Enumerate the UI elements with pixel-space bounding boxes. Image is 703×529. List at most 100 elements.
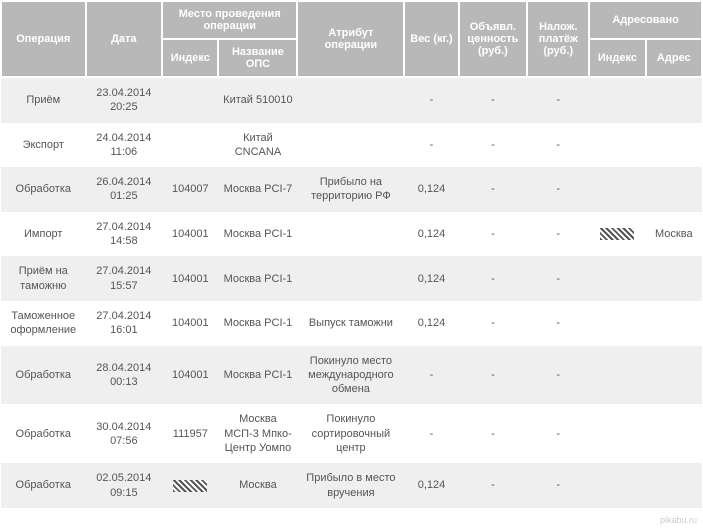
th-place-name: Название ОПС: [218, 39, 297, 77]
table-row: Импорт27.04.2014 14:58104001Москва PCI-1…: [1, 212, 702, 257]
cell-aidx: [589, 77, 645, 123]
cell-idx: 111957: [162, 404, 218, 463]
cell-aidx: [589, 167, 645, 212]
cell-attr: [297, 256, 404, 301]
cell-aidx: [589, 301, 645, 346]
cell-val: -: [459, 463, 528, 508]
cell-aaddr: [646, 404, 702, 463]
cell-aaddr: [646, 301, 702, 346]
cell-idx: [162, 123, 218, 168]
cell-idx: 104001: [162, 212, 218, 257]
th-addressed-group: Адресовано: [589, 1, 702, 39]
cell-date: 30.04.2014 07:56: [86, 404, 163, 463]
cell-idx: 104001: [162, 256, 218, 301]
cell-aidx: [589, 463, 645, 508]
cell-pay: -: [527, 346, 589, 405]
redacted-icon: [173, 480, 207, 492]
cell-aidx: [589, 404, 645, 463]
cell-op: Таможенное оформление: [1, 301, 86, 346]
cell-weight: -: [404, 346, 458, 405]
cell-val: -: [459, 256, 528, 301]
th-place-group: Место проведения операции: [162, 1, 297, 39]
redacted-icon: [600, 228, 634, 240]
cell-ops: Москва PCI-1: [218, 212, 297, 257]
cell-idx: [162, 77, 218, 123]
cell-val: -: [459, 167, 528, 212]
tracking-table: Операция Дата Место проведения операции …: [0, 0, 703, 508]
cell-idx: 104001: [162, 346, 218, 405]
cell-weight: 0,124: [404, 212, 458, 257]
th-cod: Налож. платёж (руб.): [527, 1, 589, 77]
th-addr-addr: Адрес: [646, 39, 702, 77]
table-header: Операция Дата Место проведения операции …: [1, 1, 702, 77]
table-row: Приём на таможню27.04.2014 15:57104001Мо…: [1, 256, 702, 301]
th-place-index: Индекс: [162, 39, 218, 77]
cell-attr: [297, 212, 404, 257]
cell-pay: -: [527, 404, 589, 463]
table-row: Обработка02.05.2014 09:15МоскваПрибыло в…: [1, 463, 702, 508]
cell-ops: Москва PCI-1: [218, 301, 297, 346]
cell-weight: -: [404, 404, 458, 463]
cell-date: 27.04.2014 14:58: [86, 212, 163, 257]
cell-aaddr: [646, 256, 702, 301]
th-date: Дата: [86, 1, 163, 77]
cell-ops: Москва PCI-1: [218, 346, 297, 405]
table-row: Обработка28.04.2014 00:13104001Москва PC…: [1, 346, 702, 405]
cell-date: 23.04.2014 20:25: [86, 77, 163, 123]
cell-date: 27.04.2014 15:57: [86, 256, 163, 301]
cell-val: -: [459, 404, 528, 463]
cell-op: Обработка: [1, 463, 86, 508]
cell-aaddr: [646, 77, 702, 123]
cell-ops: Москва PCI-7: [218, 167, 297, 212]
cell-aaddr: [646, 463, 702, 508]
cell-attr: Прибыло в место вручения: [297, 463, 404, 508]
cell-pay: -: [527, 463, 589, 508]
cell-pay: -: [527, 212, 589, 257]
cell-aaddr: [646, 167, 702, 212]
cell-aaddr: [646, 346, 702, 405]
cell-idx: 104007: [162, 167, 218, 212]
cell-weight: -: [404, 123, 458, 168]
cell-attr: Прибыло на территорию РФ: [297, 167, 404, 212]
cell-op: Обработка: [1, 167, 86, 212]
cell-op: Обработка: [1, 404, 86, 463]
cell-aidx: [589, 212, 645, 257]
tracking-table-container: Операция Дата Место проведения операции …: [0, 0, 703, 529]
cell-date: 27.04.2014 16:01: [86, 301, 163, 346]
table-row: Обработка26.04.2014 01:25104007Москва PC…: [1, 167, 702, 212]
cell-pay: -: [527, 167, 589, 212]
cell-weight: 0,124: [404, 301, 458, 346]
cell-weight: 0,124: [404, 463, 458, 508]
cell-op: Экспорт: [1, 123, 86, 168]
cell-attr: Покинуло место международного обмена: [297, 346, 404, 405]
cell-op: Обработка: [1, 346, 86, 405]
cell-weight: 0,124: [404, 167, 458, 212]
cell-ops: Китай CNCANA: [218, 123, 297, 168]
cell-idx: [162, 463, 218, 508]
cell-aidx: [589, 346, 645, 405]
cell-aidx: [589, 123, 645, 168]
cell-ops: Москва МСП-3 Мпко-Центр Уомпо: [218, 404, 297, 463]
cell-op: Импорт: [1, 212, 86, 257]
cell-attr: Покинуло сортировочный центр: [297, 404, 404, 463]
table-row: Обработка30.04.2014 07:56111957Москва МС…: [1, 404, 702, 463]
cell-date: 02.05.2014 09:15: [86, 463, 163, 508]
watermark: pikabu.ru: [660, 515, 697, 525]
cell-val: -: [459, 346, 528, 405]
cell-attr: [297, 77, 404, 123]
table-row: Таможенное оформление27.04.2014 16:01104…: [1, 301, 702, 346]
cell-weight: 0,124: [404, 256, 458, 301]
th-weight: Вес (кг.): [404, 1, 458, 77]
cell-date: 24.04.2014 11:06: [86, 123, 163, 168]
th-operation: Операция: [1, 1, 86, 77]
th-declared-value: Объявл. ценность (руб.): [459, 1, 528, 77]
cell-pay: -: [527, 123, 589, 168]
cell-aaddr: Москва: [646, 212, 702, 257]
cell-op: Приём: [1, 77, 86, 123]
th-addr-index: Индекс: [589, 39, 645, 77]
cell-val: -: [459, 77, 528, 123]
cell-op: Приём на таможню: [1, 256, 86, 301]
th-attribute: Атрибут операции: [297, 1, 404, 77]
table-body: Приём23.04.2014 20:25Китай 510010---Эксп…: [1, 77, 702, 508]
cell-pay: -: [527, 301, 589, 346]
